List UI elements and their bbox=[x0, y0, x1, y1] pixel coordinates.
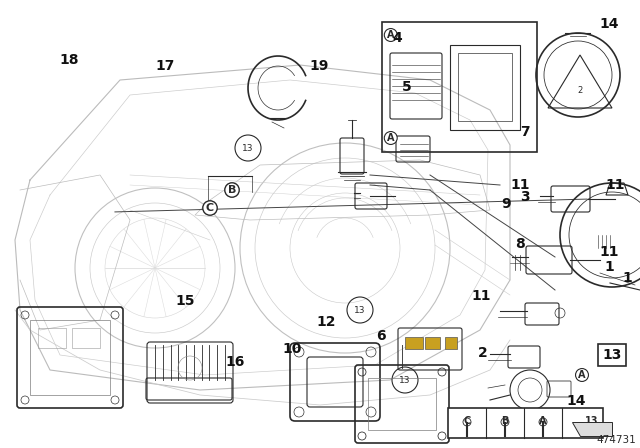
Text: 11: 11 bbox=[510, 178, 530, 192]
Text: A: A bbox=[579, 370, 586, 380]
Text: 15: 15 bbox=[176, 294, 195, 308]
Bar bbox=[450, 45, 520, 130]
Text: C: C bbox=[206, 203, 214, 213]
Bar bbox=[445, 337, 457, 349]
Text: 16: 16 bbox=[226, 355, 245, 369]
Text: 474731: 474731 bbox=[596, 435, 636, 445]
Text: 18: 18 bbox=[60, 52, 79, 67]
Text: B: B bbox=[228, 185, 236, 195]
Text: 9: 9 bbox=[500, 197, 511, 211]
Bar bbox=[72, 328, 100, 348]
Text: 11: 11 bbox=[599, 245, 619, 259]
Text: 6: 6 bbox=[376, 329, 386, 343]
Text: 5: 5 bbox=[401, 80, 412, 95]
Text: 13: 13 bbox=[243, 143, 253, 152]
Text: 4: 4 bbox=[392, 31, 402, 45]
Bar bbox=[30, 320, 110, 395]
Text: 17: 17 bbox=[156, 59, 175, 73]
Text: A: A bbox=[387, 30, 394, 40]
Bar bbox=[448, 408, 603, 438]
Text: 8: 8 bbox=[515, 237, 525, 251]
Polygon shape bbox=[572, 422, 612, 436]
Bar bbox=[458, 53, 512, 121]
Text: 11: 11 bbox=[605, 178, 625, 192]
Text: 13: 13 bbox=[585, 416, 599, 426]
Text: 10: 10 bbox=[282, 341, 301, 356]
Text: 1: 1 bbox=[622, 271, 632, 285]
Bar bbox=[405, 337, 423, 349]
Text: 7: 7 bbox=[520, 125, 530, 139]
Text: 14: 14 bbox=[599, 17, 619, 31]
Text: 11: 11 bbox=[472, 289, 491, 303]
Text: C: C bbox=[463, 416, 470, 426]
Text: 1: 1 bbox=[604, 259, 614, 274]
Bar bbox=[425, 337, 440, 349]
Text: A: A bbox=[540, 416, 547, 426]
Bar bbox=[38, 328, 66, 348]
Text: 13: 13 bbox=[399, 375, 411, 384]
Text: 19: 19 bbox=[309, 59, 328, 73]
Text: 13: 13 bbox=[602, 348, 621, 362]
Text: 12: 12 bbox=[317, 314, 336, 329]
Bar bbox=[382, 22, 537, 152]
Text: B: B bbox=[501, 416, 509, 426]
Text: 2: 2 bbox=[478, 346, 488, 360]
Text: 2: 2 bbox=[577, 86, 582, 95]
Text: 13: 13 bbox=[355, 306, 365, 314]
Bar bbox=[368, 378, 436, 430]
Text: 14: 14 bbox=[566, 394, 586, 408]
Text: 3: 3 bbox=[520, 190, 530, 204]
Text: A: A bbox=[387, 133, 394, 143]
